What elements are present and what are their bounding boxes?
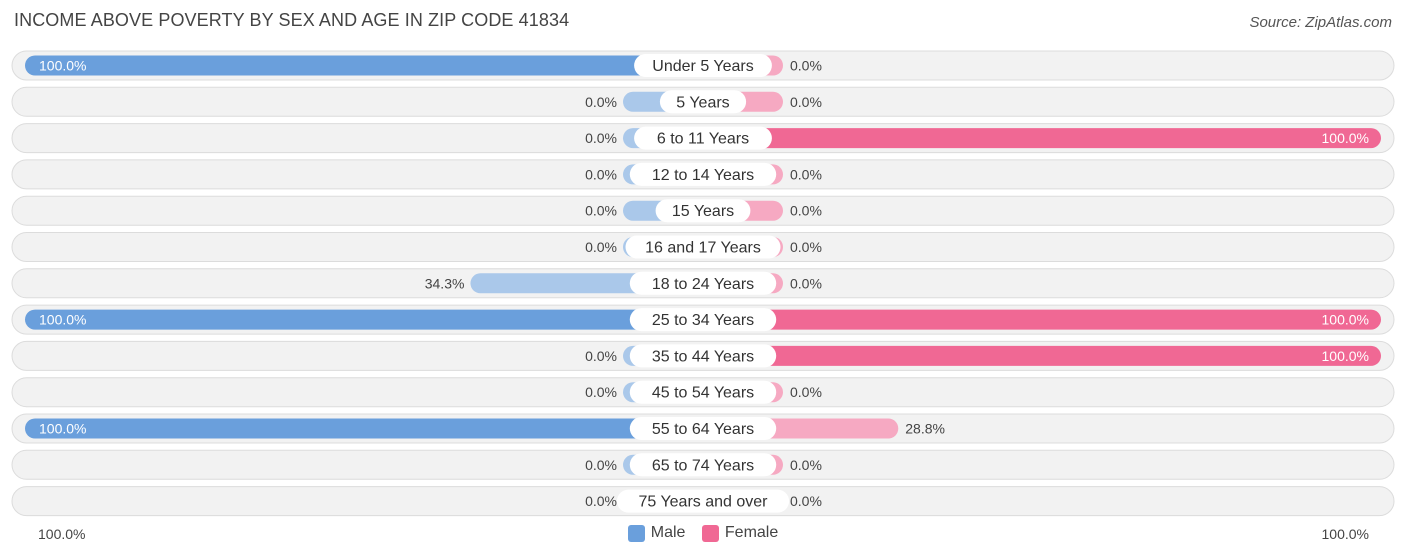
chart-row: 0.0% 0.0% 16 and 17 Years	[11, 232, 1395, 262]
category-label: Under 5 Years	[652, 58, 753, 75]
category-label-background	[629, 162, 777, 186]
category-label-background	[634, 54, 772, 77]
male-bar	[25, 418, 703, 439]
male-value-label: 0.0%	[585, 384, 617, 400]
male-value-label: 100.0%	[39, 421, 86, 437]
category-label-background	[629, 308, 777, 332]
legend: Male Female	[0, 524, 1406, 547]
category-label-background	[629, 344, 777, 368]
chart-row: 0.0% 0.0% 45 to 54 Years	[11, 377, 1395, 408]
female-value-label: 0.0%	[790, 94, 822, 110]
male-value-label: 0.0%	[585, 203, 617, 219]
male-value-label: 100.0%	[39, 58, 86, 74]
male-bar	[25, 309, 703, 330]
category-label: 25 to 34 Years	[652, 312, 754, 329]
male-value-label: 34.3%	[425, 275, 465, 291]
axis-left-label: 100.0%	[38, 526, 86, 542]
chart-row: 100.0% 28.8% 55 to 64 Years	[11, 413, 1395, 444]
female-value-label: 100.0%	[1322, 130, 1369, 146]
chart-title: INCOME ABOVE POVERTY BY SEX AND AGE IN Z…	[14, 10, 570, 30]
female-value-label: 0.0%	[790, 493, 822, 509]
female-bar	[703, 128, 1381, 149]
legend-item-male: Male	[627, 524, 686, 542]
female-bar	[703, 309, 1381, 330]
female-value-label: 0.0%	[790, 203, 822, 219]
category-label: 45 to 54 Years	[652, 385, 754, 402]
female-value-label: 100.0%	[1322, 312, 1369, 328]
axis-right-label: 100.0%	[1321, 526, 1369, 542]
male-value-label: 0.0%	[585, 348, 617, 364]
male-value-label: 0.0%	[585, 166, 617, 182]
chart-row: 34.3% 0.0% 18 to 24 Years	[11, 268, 1395, 299]
chart-row: 0.0% 0.0% 65 to 74 Years	[11, 449, 1395, 480]
male-value-label: 0.0%	[585, 94, 617, 110]
category-label-background	[634, 126, 772, 150]
legend-swatch-female	[701, 524, 719, 542]
category-label-background	[659, 90, 747, 114]
chart-row: 100.0% 100.0% 25 to 34 Years	[11, 304, 1395, 335]
male-value-label: 0.0%	[585, 457, 617, 473]
chart-row: 0.0% 0.0% 12 to 14 Years	[11, 159, 1395, 190]
legend-swatch-male	[627, 524, 645, 542]
female-value-label: 0.0%	[790, 384, 822, 400]
legend-item-female: Female	[701, 524, 779, 542]
chart-source: Source: ZipAtlas.com	[1249, 14, 1392, 31]
category-label-background	[629, 380, 777, 404]
chart-row: 0.0% 100.0% 6 to 11 Years	[11, 123, 1395, 154]
male-value-label: 0.0%	[585, 493, 617, 509]
female-value-label: 0.0%	[790, 166, 822, 182]
female-bar	[703, 345, 1381, 366]
chart-row: 0.0% 0.0% 5 Years	[11, 86, 1395, 117]
category-label-background	[655, 199, 751, 223]
category-label: 75 Years and over	[639, 494, 769, 511]
category-label-background	[629, 271, 777, 295]
category-label: 65 to 74 Years	[652, 457, 754, 474]
chart-row: 0.0% 100.0% 35 to 44 Years	[11, 340, 1395, 371]
category-label: 12 to 14 Years	[652, 167, 754, 184]
category-label-background	[625, 235, 781, 259]
category-label: 18 to 24 Years	[652, 276, 754, 293]
female-value-label: 0.0%	[790, 457, 822, 473]
male-value-label: 0.0%	[585, 130, 617, 146]
female-value-label: 28.8%	[905, 421, 945, 437]
female-value-label: 0.0%	[790, 275, 822, 291]
chart-row: 0.0% 0.0% 15 Years	[11, 195, 1395, 226]
female-value-label: 100.0%	[1322, 348, 1369, 364]
category-label: 35 to 44 Years	[652, 348, 754, 365]
male-value-label: 100.0%	[39, 312, 86, 328]
female-value-label: 0.0%	[790, 239, 822, 255]
chart-row: 0.0% 0.0% 75 Years and over	[11, 486, 1395, 517]
category-label-background	[629, 417, 777, 440]
category-label: 15 Years	[672, 203, 734, 220]
category-label: 16 and 17 Years	[645, 240, 761, 257]
male-value-label: 0.0%	[585, 239, 617, 255]
category-label: 6 to 11 Years	[657, 131, 749, 148]
category-label: 55 to 64 Years	[652, 421, 754, 438]
category-label-background	[616, 489, 790, 513]
chart-row: 100.0% 0.0% Under 5 Years	[11, 50, 1395, 81]
legend-label-female: Female	[724, 524, 779, 541]
category-label: 5 Years	[676, 94, 729, 111]
female-value-label: 0.0%	[790, 58, 822, 74]
legend-label-male: Male	[650, 524, 686, 541]
male-bar	[25, 55, 703, 76]
category-label-background	[629, 453, 777, 477]
